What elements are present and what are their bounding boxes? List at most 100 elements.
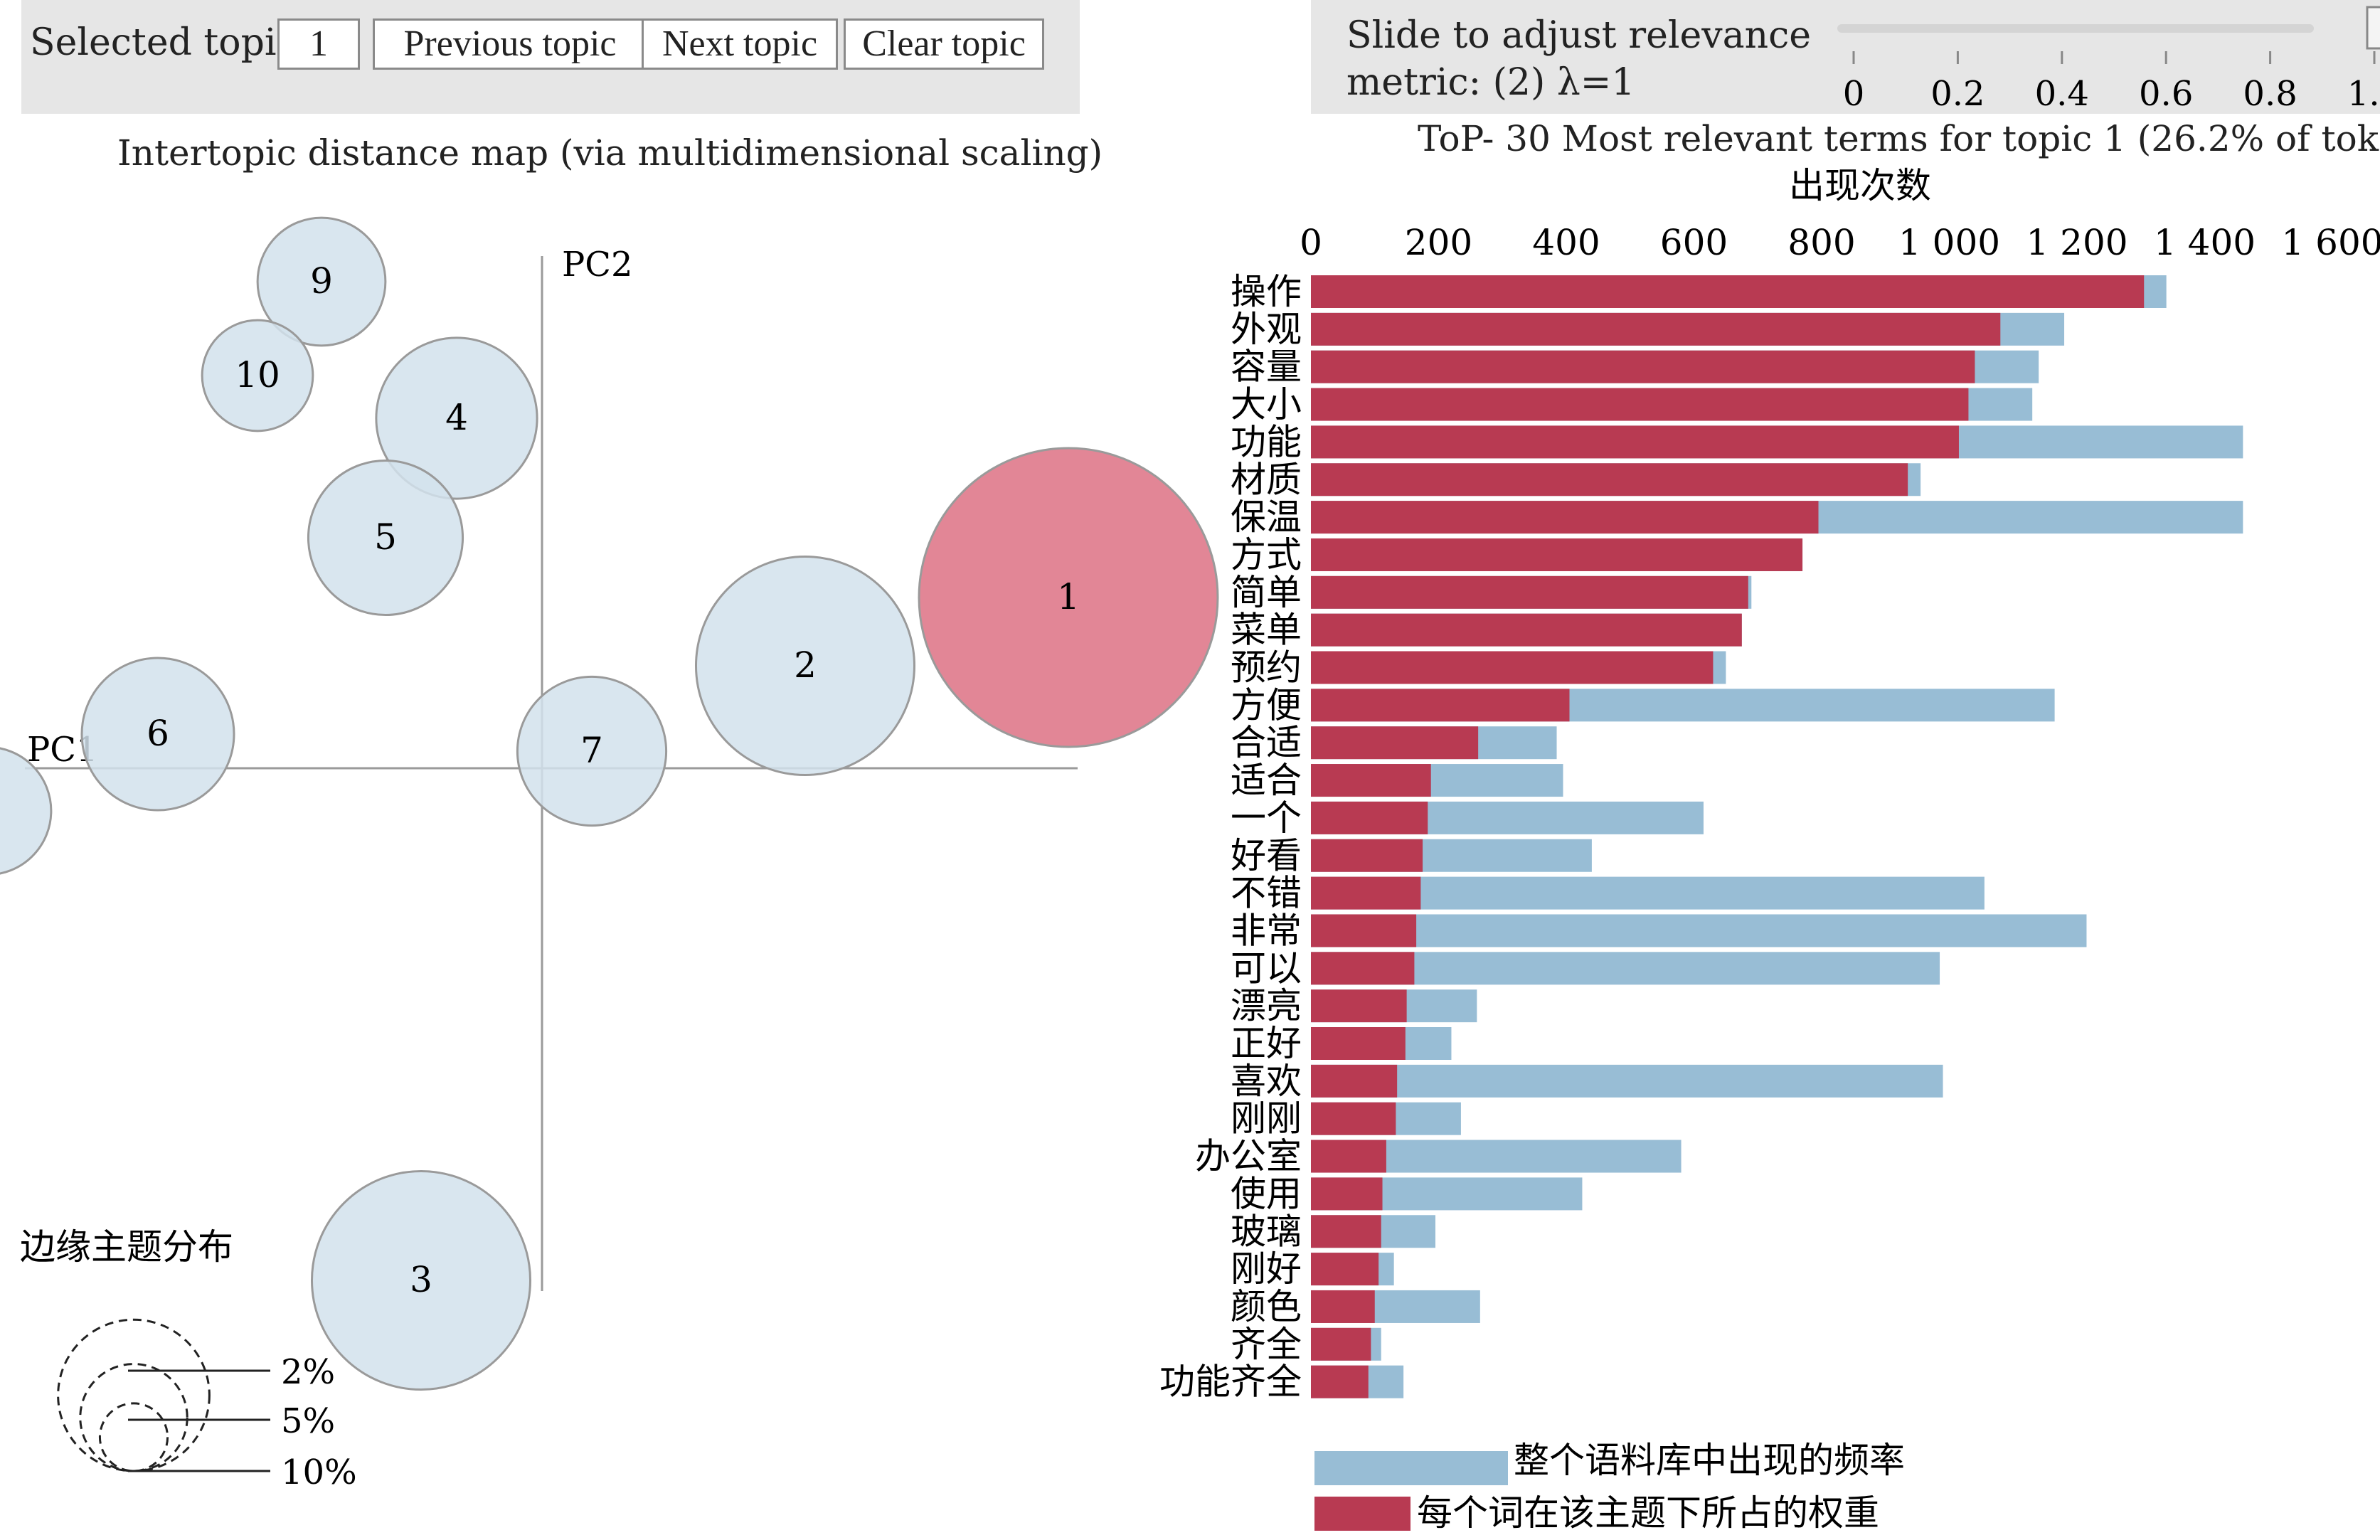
bar-x-tick-label: 1 000 bbox=[1898, 222, 2000, 263]
topic-weight-bar bbox=[1311, 989, 1407, 1023]
bar-category-label: 办公室 bbox=[1195, 1136, 1302, 1177]
bar-category-label: 材质 bbox=[1231, 459, 1302, 500]
topic-weight-bar bbox=[1311, 1327, 1371, 1361]
selected-topic-input[interactable]: 1 bbox=[277, 18, 360, 70]
topic-bubble-1[interactable] bbox=[918, 447, 1219, 748]
topic-weight-bar bbox=[1311, 952, 1415, 985]
bar-x-axis-label: 出现次数 bbox=[1789, 165, 1931, 206]
bar-category-label: 适合 bbox=[1231, 760, 1302, 801]
topic-weight-bar bbox=[1311, 839, 1423, 872]
intertopic-map-title: Intertopic distance map (via multidimens… bbox=[117, 132, 1103, 174]
clear-topic-button[interactable]: Clear topic bbox=[844, 18, 1044, 70]
topic-bubble-4[interactable] bbox=[375, 336, 538, 500]
slider-tick-label: 0.4 bbox=[2035, 74, 2089, 114]
slider-ticks: 0 0.2 0.4 0.6 0.8 1.0 bbox=[1843, 51, 2380, 114]
bar-category-label: 预约 bbox=[1231, 647, 1302, 689]
previous-topic-button[interactable]: Previous topic bbox=[373, 18, 647, 70]
slider-track[interactable] bbox=[1837, 24, 2314, 33]
bar-category-label: 一个 bbox=[1231, 797, 1302, 839]
topic-bubble-6[interactable] bbox=[80, 657, 235, 812]
topic-weight-bar bbox=[1311, 312, 2001, 346]
bar-category-label: 功能 bbox=[1231, 421, 1302, 462]
bar-category-label: 大小 bbox=[1231, 384, 1302, 425]
bar-category-label: 菜单 bbox=[1231, 610, 1302, 651]
bar-x-ticks: 0 200 400 600 800 1 000 1 200 1 400 1 600 bbox=[1300, 222, 2380, 263]
size-legend-circle bbox=[79, 1363, 188, 1472]
slider-thumb[interactable] bbox=[2366, 6, 2380, 50]
slider-label-line2: metric: (2) λ=1 bbox=[1346, 61, 1635, 104]
topic-weight-bar bbox=[1311, 1140, 1386, 1173]
topic-label-6: 6 bbox=[147, 713, 169, 754]
topic-weight-bar bbox=[1311, 914, 1417, 947]
slider-tick-label: 0.8 bbox=[2243, 74, 2297, 114]
bar-x-tick-label: 1 200 bbox=[2026, 222, 2127, 263]
bar-series bbox=[1311, 275, 2243, 1398]
relevance-slider-panel: Slide to adjust relevance metric: (2) λ=… bbox=[1311, 0, 2380, 114]
topic-weight-bar bbox=[1311, 275, 2145, 308]
topic-weight-bar bbox=[1311, 575, 1748, 609]
topic-weight-bar bbox=[1311, 876, 1421, 910]
bar-x-tick-label: 400 bbox=[1532, 222, 1600, 263]
legend-swatch-topic bbox=[1314, 1497, 1411, 1531]
size-legend-circle bbox=[57, 1318, 211, 1472]
topic-label-2: 2 bbox=[794, 644, 817, 686]
size-legend-label: 10% bbox=[281, 1453, 357, 1492]
bar-category-label: 刚好 bbox=[1231, 1248, 1302, 1290]
topic-weight-bar bbox=[1311, 764, 1431, 797]
bar-x-tick-label: 0 bbox=[1300, 222, 1322, 263]
topic-weight-bar bbox=[1311, 726, 1479, 760]
topic-weight-bar bbox=[1311, 651, 1714, 684]
topic-bubble-2[interactable] bbox=[694, 555, 916, 777]
slider-tick-label: 0 bbox=[1843, 74, 1865, 114]
topic-bubble-8[interactable] bbox=[0, 747, 53, 875]
pc2-axis-label: PC2 bbox=[562, 245, 633, 285]
bar-category-label: 颜色 bbox=[1231, 1286, 1302, 1327]
bar-category-label: 喜欢 bbox=[1231, 1061, 1302, 1102]
bar-category-label: 外观 bbox=[1231, 309, 1302, 350]
topic-weight-bar bbox=[1311, 350, 1975, 383]
topic-label-7: 7 bbox=[580, 730, 603, 771]
lambda-slider[interactable]: 0 0.2 0.4 0.6 0.8 1.0 bbox=[1311, 0, 2380, 114]
topic-bubble-7[interactable] bbox=[516, 675, 668, 827]
topic-label-4: 4 bbox=[445, 397, 468, 438]
topic-bubble-5[interactable] bbox=[307, 459, 464, 617]
size-legend: 2% 5% 10% bbox=[57, 1318, 357, 1492]
topic-weight-bar bbox=[1311, 801, 1428, 834]
bar-category-label: 漂亮 bbox=[1231, 985, 1302, 1026]
bar-category-labels: 操作外观容量大小功能材质保温方式简单菜单预约方便合适适合一个好看不错非常可以漂亮… bbox=[1159, 271, 1302, 1403]
topic-label-1: 1 bbox=[1057, 576, 1080, 617]
selected-topic-label: Selected topic: bbox=[30, 21, 310, 64]
bar-category-label: 可以 bbox=[1231, 947, 1302, 989]
bar-x-tick-label: 200 bbox=[1405, 222, 1472, 263]
topic-label-9: 9 bbox=[310, 260, 333, 302]
corpus-frequency-bar bbox=[1311, 1064, 1943, 1098]
bar-category-label: 非常 bbox=[1231, 910, 1302, 951]
bar-x-tick-label: 1 600 bbox=[2281, 222, 2380, 263]
topic-bubble-10[interactable] bbox=[201, 319, 314, 432]
topic-weight-bar bbox=[1311, 425, 1959, 459]
bar-category-label: 功能齐全 bbox=[1159, 1361, 1302, 1403]
bar-category-label: 使用 bbox=[1231, 1173, 1302, 1214]
relevant-terms-title: ToP- 30 Most relevant terms for topic 1 … bbox=[1418, 118, 2380, 159]
next-topic-button[interactable]: Next topic bbox=[642, 18, 838, 70]
topic-label-3: 3 bbox=[410, 1259, 432, 1300]
bar-category-label: 刚刚 bbox=[1231, 1098, 1302, 1140]
slider-tick-label: 0.6 bbox=[2139, 74, 2193, 114]
legend-label-corpus: 整个语料库中出现的频率 bbox=[1514, 1440, 1905, 1481]
topic-bubble-3[interactable] bbox=[310, 1169, 532, 1391]
topic-control-panel: Selected topic: 1 Previous topic Next to… bbox=[21, 0, 1080, 114]
bar-category-label: 保温 bbox=[1231, 496, 1302, 538]
size-legend-title: 边缘主题分布 bbox=[20, 1226, 233, 1268]
topic-bubble-9[interactable] bbox=[256, 216, 387, 347]
topic-weight-bar bbox=[1311, 463, 1908, 496]
topic-weight-bar bbox=[1311, 1064, 1398, 1098]
topic-weight-bar bbox=[1311, 501, 1819, 534]
bar-category-label: 玻璃 bbox=[1231, 1211, 1302, 1252]
bar-category-label: 方便 bbox=[1231, 684, 1302, 726]
bar-category-label: 齐全 bbox=[1231, 1324, 1302, 1365]
topic-weight-bar bbox=[1311, 613, 1742, 647]
bar-category-label: 方式 bbox=[1231, 534, 1302, 575]
bar-category-label: 容量 bbox=[1231, 346, 1302, 388]
